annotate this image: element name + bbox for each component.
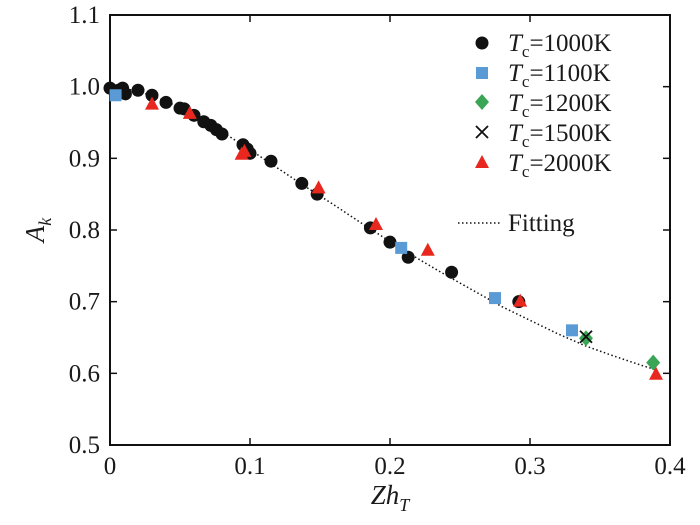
legend-label: Tc=1500K xyxy=(508,120,612,151)
legend-label: Tc=1000K xyxy=(508,30,612,61)
data-point-diamond xyxy=(646,354,661,371)
data-point-circle xyxy=(401,250,415,264)
data-point-triangle xyxy=(369,216,383,230)
x-axis-title: ZhT xyxy=(371,480,412,515)
legend-item-tc1000: Tc=1000K xyxy=(475,30,612,61)
y-tick-label: 1.1 xyxy=(69,2,100,29)
axis-ticks: 0 0.1 0.2 0.3 0.4 0.5 0.6 0.7 0.8 0.9 1.0 1.1 xyxy=(69,2,686,480)
legend-label: Tc=2000K xyxy=(508,150,612,181)
legend-item-tc2000: Tc=2000K xyxy=(475,150,612,181)
legend-marker-diamond xyxy=(475,94,489,110)
legend-item-tc1100: Tc=1100K xyxy=(476,60,611,91)
data-point-circle xyxy=(215,127,229,141)
data-point-triangle xyxy=(237,143,252,157)
data-point-square xyxy=(395,241,408,254)
data-point-circle xyxy=(264,154,278,168)
data-point-triangle xyxy=(145,96,159,110)
legend-item-fitting: Fitting xyxy=(458,210,575,237)
data-point-circle xyxy=(118,87,132,101)
data-point-circle xyxy=(383,235,397,249)
data-point-circle xyxy=(159,95,173,109)
legend-marker-circle xyxy=(475,36,489,50)
legend-label: Tc=1200K xyxy=(508,90,612,121)
x-tick-label: 0.4 xyxy=(654,453,686,480)
data-point-square xyxy=(489,292,501,305)
legend-item-tc1500: Tc=1500K xyxy=(475,120,612,151)
data-point-triangle xyxy=(513,293,528,307)
x-tick-label: 0.3 xyxy=(514,453,545,480)
y-tick-label: 0.7 xyxy=(69,289,100,316)
data-point-circle xyxy=(131,83,145,97)
x-tick-label: 0.2 xyxy=(374,453,405,480)
x-tick-label: 0 xyxy=(104,453,117,480)
y-axis-title: Ak xyxy=(20,217,55,245)
y-tick-label: 1.0 xyxy=(69,74,100,101)
y-tick-label: 0.5 xyxy=(69,432,100,459)
y-tick-label: 0.9 xyxy=(69,145,100,172)
data-point-triangle xyxy=(182,105,197,119)
data-point-cross xyxy=(579,330,593,344)
data-point-square xyxy=(109,89,122,102)
data-point-circle xyxy=(145,88,159,102)
data-point-circle xyxy=(445,265,459,279)
y-tick-label: 0.8 xyxy=(69,217,100,244)
data-point-square xyxy=(566,324,578,337)
legend: Tc=1000K Tc=1100K Tc=1200K Tc=1500K Tc=2… xyxy=(458,30,612,237)
data-point-circle xyxy=(295,176,309,190)
legend-item-tc1200: Tc=1200K xyxy=(475,90,612,121)
legend-marker-cross xyxy=(475,125,489,139)
data-point-triangle xyxy=(420,242,435,256)
data-points xyxy=(103,81,663,380)
legend-label: Tc=1100K xyxy=(508,60,611,91)
data-point-triangle xyxy=(649,366,663,380)
data-point-triangle xyxy=(311,180,326,194)
y-tick-label: 0.6 xyxy=(69,360,100,387)
legend-marker-square xyxy=(476,67,488,79)
plot-area xyxy=(109,14,671,446)
x-tick-label: 0.1 xyxy=(234,453,265,480)
legend-marker-triangle xyxy=(475,155,489,168)
legend-label: Fitting xyxy=(508,210,575,237)
